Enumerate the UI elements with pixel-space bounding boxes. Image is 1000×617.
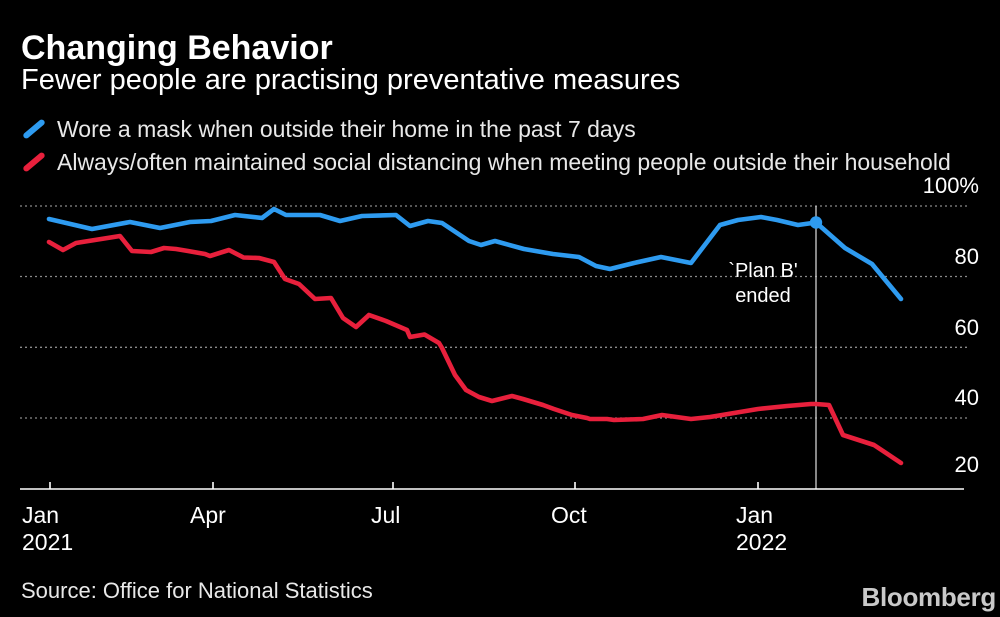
svg-text:Jul: Jul — [371, 502, 400, 528]
svg-text:Oct: Oct — [551, 502, 587, 528]
svg-text:2022: 2022 — [736, 529, 787, 555]
svg-text:100%: 100% — [923, 173, 979, 198]
svg-text:20: 20 — [955, 452, 979, 477]
svg-text:60: 60 — [955, 315, 979, 340]
svg-text:Jan: Jan — [22, 502, 59, 528]
svg-text:Jan: Jan — [736, 502, 773, 528]
svg-text:ended: ended — [735, 285, 791, 307]
svg-text:Apr: Apr — [190, 502, 226, 528]
svg-text:40: 40 — [955, 385, 979, 410]
svg-text:`Plan B': `Plan B' — [728, 260, 797, 282]
svg-text:2021: 2021 — [22, 529, 73, 555]
svg-text:80: 80 — [955, 244, 979, 269]
